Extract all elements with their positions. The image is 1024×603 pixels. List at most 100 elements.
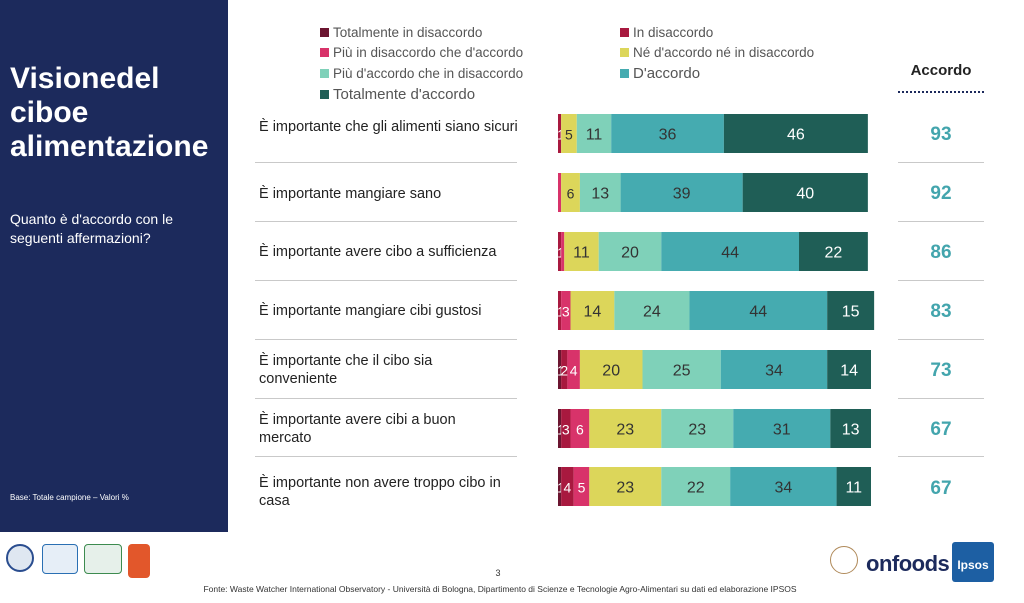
row-divider (255, 398, 517, 399)
bar-value-label: 4 (563, 480, 571, 496)
bar-segment (576, 114, 612, 153)
bar-segment (567, 350, 580, 389)
legend-swatch (320, 28, 329, 37)
bar-value-label: 11 (845, 480, 862, 497)
bar-segment (561, 350, 568, 389)
bar-segment (642, 350, 721, 389)
bar-value-label: 1 (557, 127, 565, 143)
bar-segment (558, 232, 562, 271)
bar-value-label: 1 (557, 422, 565, 438)
bar-value-label: 14 (840, 363, 858, 380)
bar-value-label: 23 (688, 422, 706, 439)
bar-segment (561, 173, 580, 212)
observatory-seal-icon (6, 544, 34, 572)
bar-value-label: 13 (842, 422, 860, 439)
bar-segment (561, 409, 571, 448)
bar-value-label: 11 (573, 245, 590, 262)
survey-question: Quanto è d'accordo con le seguenti affer… (10, 211, 174, 246)
bar-segment (561, 291, 571, 330)
bar-value-label: 1 (557, 245, 565, 261)
accordo-value: 73 (930, 360, 952, 381)
bar-value-label: 1 (557, 304, 565, 320)
bar-value-label: 1 (557, 480, 565, 496)
bar-segment (827, 291, 875, 330)
legend-swatch (320, 69, 329, 78)
legend-label: Più in disaccordo che d'accordo (333, 45, 524, 60)
bar-value-label: 13 (591, 186, 609, 203)
bar-value-label: 20 (602, 363, 620, 380)
bar-segment (558, 114, 562, 153)
accordo-divider (898, 221, 984, 222)
bar-value-label: 5 (565, 127, 573, 143)
bar-segment (661, 467, 731, 506)
bar-value-label: 15 (842, 304, 860, 321)
legend-label: Più d'accordo che in disaccordo (333, 66, 524, 81)
bar-segment (558, 173, 562, 212)
statement-label: È importante che il cibo sia conveniente (259, 353, 433, 387)
bar-segment (661, 409, 734, 448)
bar-value-label: 3 (562, 422, 570, 438)
row-divider (255, 280, 517, 281)
bar-segment (558, 467, 562, 506)
bar-segment (561, 467, 574, 506)
bar-segment (564, 232, 599, 271)
last-minute-market-logo-icon (128, 544, 150, 578)
legend-label: Totalmente in disaccordo (333, 25, 483, 40)
legend-label: Totalmente d'accordo (333, 86, 476, 103)
bar-value-label: 44 (721, 245, 739, 262)
bar-segment (661, 232, 800, 271)
statement-label: È importante avere cibo a sufficienza (259, 244, 497, 260)
bar-value-label: 25 (673, 363, 691, 380)
bar-value-label: 24 (643, 304, 661, 321)
title-panel: Visionedel ciboe alimentazione Quanto è … (0, 0, 228, 532)
bar-segment (730, 467, 837, 506)
statement-label: È importante mangiare sano (259, 186, 442, 202)
bar-segment (830, 409, 871, 448)
page-title: Visionedel ciboe alimentazione (10, 62, 209, 163)
bar-value-label: 5 (578, 480, 586, 496)
bar-segment (598, 232, 662, 271)
bar-value-label: 31 (773, 422, 791, 439)
bar-segment (620, 173, 743, 212)
legend-label: D'accordo (633, 65, 701, 82)
accordo-divider (898, 339, 984, 340)
legend-label: In disaccordo (633, 25, 714, 40)
bar-segment (561, 232, 565, 271)
accordo-header-rule (898, 91, 984, 93)
base-note: Base: Totale campione – Valori % (10, 493, 129, 502)
bar-segment (579, 173, 621, 212)
bar-segment (836, 467, 871, 506)
accordo-divider (898, 162, 984, 163)
statement-label: È importante non avere troppo cibo in ca… (259, 475, 501, 509)
legend-swatch (620, 28, 629, 37)
bar-segment (723, 114, 868, 153)
accordo-divider (898, 456, 984, 457)
bar-value-label: 6 (567, 186, 575, 202)
bar-segment (573, 467, 590, 506)
bar-value-label: 20 (621, 245, 639, 262)
legend-swatch (620, 48, 629, 57)
bar-value-label: 39 (673, 186, 691, 203)
sprecometro-logo-icon (84, 544, 122, 574)
bar-segment (614, 291, 690, 330)
onfoods-logo: onfoods (866, 551, 950, 576)
bar-segment (827, 350, 871, 389)
bar-value-label: 36 (659, 127, 677, 144)
bar-value-label: 14 (584, 304, 602, 321)
bar-segment (579, 350, 643, 389)
bar-value-label: 2 (560, 363, 568, 379)
source-note: Fonte: Waste Watcher International Obser… (203, 584, 797, 594)
row-divider (255, 339, 517, 340)
bar-segment (733, 409, 831, 448)
bar-segment (558, 350, 562, 389)
row-divider (255, 456, 517, 457)
legend-swatch (320, 48, 329, 57)
statement-label: È importante mangiare cibi gustosi (259, 303, 482, 319)
bar-segment (689, 291, 828, 330)
bar-value-label: 40 (796, 186, 814, 203)
bar-value-label: 1 (557, 363, 565, 379)
accordo-value: 67 (930, 478, 952, 499)
page-number: 3 (495, 568, 501, 578)
partner-logos (6, 544, 156, 580)
